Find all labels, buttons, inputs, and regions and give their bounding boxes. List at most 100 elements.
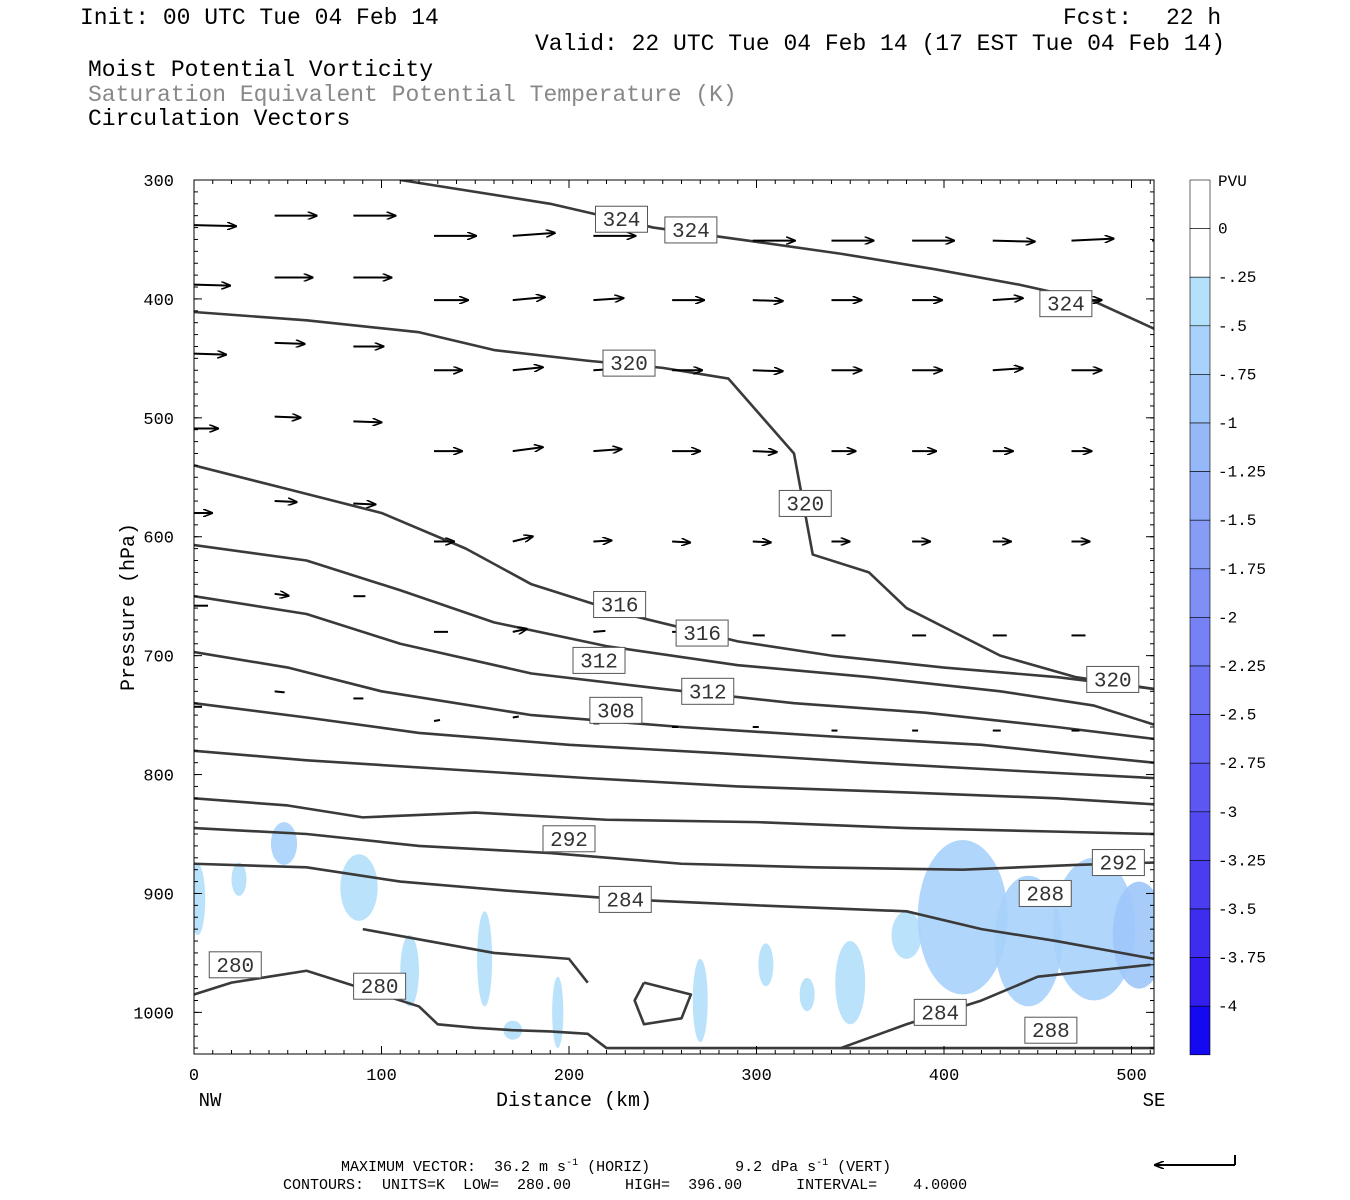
colorbar-level-label: 0 <box>1218 221 1228 239</box>
contour-label-box <box>595 205 648 233</box>
colorbar-swatch <box>1189 908 1211 958</box>
contour-label: 312 <box>580 651 618 674</box>
circulation-vector <box>512 536 533 541</box>
colorbar-swatch <box>1189 617 1211 667</box>
contour-label: 292 <box>1099 854 1137 877</box>
colorbar-level-label: -2 <box>1218 609 1237 627</box>
contour-label-box <box>208 951 262 979</box>
vert-tag: (VERT) <box>837 1159 892 1176</box>
colorbar-swatch <box>1189 762 1211 813</box>
colorbar-swatch <box>1189 811 1211 861</box>
colorbar-level-label: -3 <box>1218 804 1237 822</box>
colorbar-swatch <box>1189 860 1211 910</box>
colorbar-swatch <box>1189 179 1211 229</box>
forecast-hour: 22 h <box>1166 5 1222 31</box>
colorbar-level-label: -3.25 <box>1218 852 1266 870</box>
circulation-vector <box>512 447 543 451</box>
pv-shading-layer <box>194 822 1154 1049</box>
x-end-label-right: SE <box>1143 1090 1166 1112</box>
colorbar-level-label: -1.5 <box>1218 512 1256 530</box>
contour-label: 280 <box>216 956 254 979</box>
contour-label: 324 <box>1047 295 1085 318</box>
vert-value: 9.2 dPa s <box>735 1159 817 1176</box>
circulation-vector <box>593 629 606 633</box>
circulation-vector <box>433 719 441 723</box>
contour-label-box <box>1018 879 1072 907</box>
colorbar-swatch <box>1189 325 1211 375</box>
pv-shade-0 <box>194 863 206 936</box>
colorbar-level-label: -3.5 <box>1218 901 1256 919</box>
colorbar-level-label: -4 <box>1218 998 1237 1016</box>
colorbar-level-label: -2.5 <box>1218 707 1256 725</box>
y-tick-label: 1000 <box>133 1005 174 1024</box>
axes-layer: 300 400 500 600 700 800 900 1000 0 100 200 300 400 50… <box>118 173 1165 1113</box>
field-title-theta: Saturation Equivalent Potential Temperat… <box>88 82 737 108</box>
pv-shade-9 <box>758 943 774 987</box>
contour-label-box <box>1091 849 1145 877</box>
x-end-label-left: NW <box>199 1090 222 1112</box>
pv-shade-3 <box>340 854 378 921</box>
max-vector-label: MAXIMUM VECTOR: <box>341 1159 477 1176</box>
colorbar-swatch <box>1189 228 1211 278</box>
contour-label: 324 <box>672 221 710 244</box>
circulation-vector <box>752 451 777 452</box>
circulation-vector <box>752 300 783 301</box>
contour-line-308 <box>194 594 1154 741</box>
circulation-vector <box>274 594 289 596</box>
contour-line-320 <box>194 310 1154 691</box>
circulation-vector-layer <box>194 216 1154 732</box>
pv-shade-7 <box>552 976 564 1049</box>
y-tick-label: 900 <box>143 886 174 905</box>
contour-label-box <box>681 677 735 705</box>
contour-line-304 <box>194 650 1154 764</box>
y-tick-label: 800 <box>143 768 174 787</box>
y-axis-title: Pressure (hPa) <box>118 523 141 691</box>
circulation-vector <box>672 541 690 542</box>
x-tick-label: 0 <box>189 1067 199 1086</box>
circulation-vector <box>274 501 297 502</box>
contour-label: 280 <box>361 977 399 1000</box>
circulation-vector <box>992 368 1023 370</box>
contour-label: 320 <box>786 494 824 517</box>
colorbar-level-label: -2.25 <box>1218 658 1266 676</box>
contour-line-280 <box>194 969 1154 1050</box>
colorbar-level-label: -1.25 <box>1218 464 1266 482</box>
forecast-label: Fcst: <box>1063 5 1133 31</box>
contour-label: 324 <box>603 210 641 233</box>
y-tick-label: 300 <box>143 173 174 192</box>
contour-label: 320 <box>1094 670 1132 693</box>
circulation-vector <box>1071 239 1114 241</box>
init-time: Init: 00 UTC Tue 04 Feb 14 <box>80 5 439 31</box>
circulation-vector <box>752 370 783 371</box>
colorbar: PVU 0 -.25 -.5 -.75 -1 -1.25 -1.5 -1.75 -2 -2.25 -2… <box>1189 173 1266 1056</box>
x-axis-title: Distance (km) <box>496 1090 652 1113</box>
colorbar-level-label: -.5 <box>1218 318 1247 336</box>
contour-label-box <box>778 489 832 517</box>
contour-line-closed-13 <box>633 981 693 1026</box>
x-tick-label: 500 <box>1116 1067 1147 1086</box>
contour-label-box <box>353 972 407 1000</box>
y-tick-label: 600 <box>143 530 174 549</box>
circulation-vector <box>593 449 621 451</box>
colorbar-swatch <box>1189 1005 1211 1056</box>
contour-label: 288 <box>1026 884 1064 907</box>
colorbar-swatch <box>1189 519 1211 570</box>
contour-line-292 <box>194 797 1154 836</box>
reference-vector <box>1155 1155 1236 1165</box>
contour-label: 308 <box>597 701 635 724</box>
x-tick-label: 300 <box>741 1067 772 1086</box>
contour-label: 284 <box>921 1003 959 1026</box>
vert-exponent: -1 <box>816 1158 829 1169</box>
pv-shade-5 <box>477 911 493 1007</box>
field-title-vectors: Circulation Vectors <box>88 106 351 132</box>
contour-label: 320 <box>610 354 648 377</box>
contour-line-284 <box>194 862 1154 961</box>
contour-label-box <box>572 646 626 674</box>
colorbar-level-label: -.75 <box>1218 366 1256 384</box>
valid-time: Valid: 22 UTC Tue 04 Feb 14 (17 EST Tue … <box>535 31 1226 57</box>
x-tick-label: 400 <box>929 1067 960 1086</box>
circulation-vector <box>353 421 381 422</box>
circulation-vector <box>194 225 236 226</box>
circulation-vector <box>512 233 555 236</box>
y-tick-label: 500 <box>143 411 174 430</box>
